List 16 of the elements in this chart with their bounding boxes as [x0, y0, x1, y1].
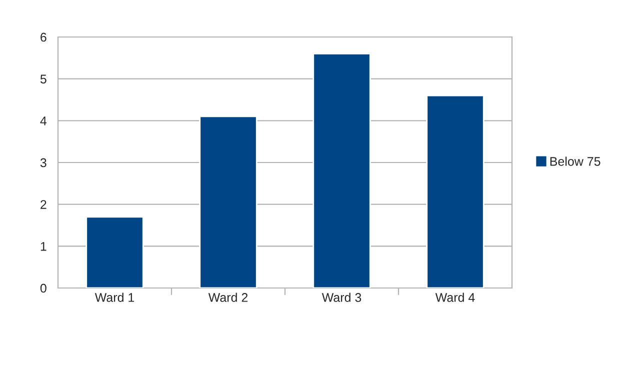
y-tick-label: 4: [40, 116, 47, 126]
y-tick-label: 6: [40, 32, 46, 42]
x-tick-label: Ward 4: [435, 292, 475, 302]
x-tick-label: Ward 3: [322, 292, 362, 302]
y-tick-label: 0: [40, 284, 46, 293]
bar: [426, 94, 484, 288]
y-tick-label: 3: [40, 158, 46, 168]
y-tick-label: 2: [40, 200, 46, 209]
bar: [199, 116, 258, 288]
y-tick-label: 5: [40, 74, 46, 84]
legend-label: Below 75: [550, 156, 600, 166]
bar: [312, 53, 371, 288]
bar: [86, 216, 144, 288]
x-tick-label: Ward 2: [208, 292, 248, 302]
y-tick-label: 1: [40, 242, 46, 251]
x-tick-label: Ward 1: [94, 292, 134, 302]
